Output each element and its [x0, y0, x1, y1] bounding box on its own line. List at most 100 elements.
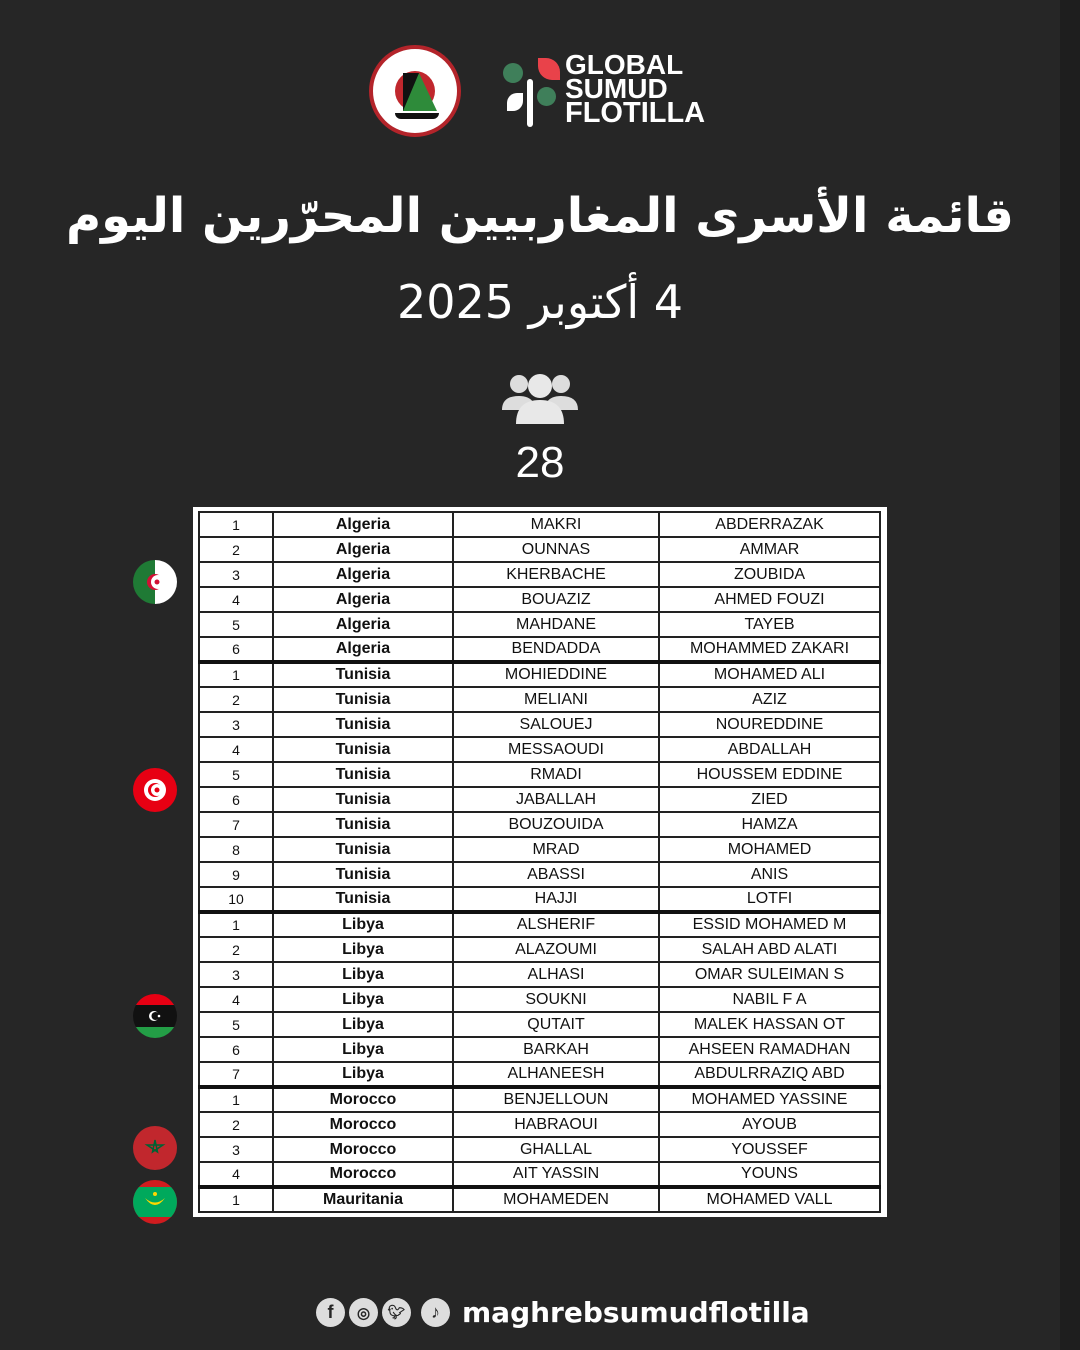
- row-number: 1: [198, 910, 274, 938]
- table-row: 4 Algeria BOUAZIZ AHMED FOUZI: [198, 586, 881, 613]
- last-name-cell: MAKRI: [452, 511, 660, 538]
- table-row: 6 Libya BARKAH AHSEEN RAMADHAN: [198, 1036, 881, 1063]
- last-name-cell: MOHAMEDEN: [452, 1185, 660, 1213]
- row-number: 6: [198, 786, 274, 813]
- first-name-cell: ABDALLAH: [658, 736, 881, 763]
- country-cell: Tunisia: [272, 660, 454, 688]
- logo-text-flotilla: FLOTILLA: [565, 97, 706, 129]
- last-name-cell: RMADI: [452, 761, 660, 788]
- table-row: 3 Libya ALHASI OMAR SULEIMAN S: [198, 961, 881, 988]
- country-cell: Algeria: [272, 586, 454, 613]
- row-number: 1: [198, 1185, 274, 1213]
- country-cell: Mauritania: [272, 1185, 454, 1213]
- last-name-cell: BARKAH: [452, 1036, 660, 1063]
- row-number: 9: [198, 861, 274, 888]
- country-cell: Tunisia: [272, 886, 454, 913]
- first-name-cell: TAYEB: [658, 611, 881, 638]
- first-name-cell: AMMAR: [658, 536, 881, 563]
- row-number: 2: [198, 1111, 274, 1138]
- last-name-cell: OUNNAS: [452, 536, 660, 563]
- table-row: 5 Libya QUTAIT MALEK HASSAN OT: [198, 1011, 881, 1038]
- last-name-cell: GHALLAL: [452, 1136, 660, 1163]
- table-row: 10 Tunisia HAJJI LOTFI: [198, 886, 881, 913]
- last-name-cell: HAJJI: [452, 886, 660, 913]
- table-row: 7 Libya ALHANEESH ABDULRRAZIQ ABD: [198, 1061, 881, 1088]
- first-name-cell: MOHAMED VALL: [658, 1185, 881, 1213]
- row-number: 5: [198, 611, 274, 638]
- row-number: 10: [198, 886, 274, 913]
- row-number: 2: [198, 686, 274, 713]
- country-cell: Tunisia: [272, 711, 454, 738]
- row-number: 6: [198, 1036, 274, 1063]
- row-number: 1: [198, 511, 274, 538]
- last-name-cell: BOUZOUIDA: [452, 811, 660, 838]
- logo-text-sumud: SUMUD: [565, 73, 668, 104]
- last-name-cell: MOHIEDDINE: [452, 660, 660, 688]
- first-name-cell: LOTFI: [658, 886, 881, 913]
- table-row: 2 Tunisia MELIANI AZIZ: [198, 686, 881, 713]
- last-name-cell: ALHANEESH: [452, 1061, 660, 1088]
- last-name-cell: AIT YASSIN: [452, 1161, 660, 1188]
- first-name-cell: OMAR SULEIMAN S: [658, 961, 881, 988]
- logo-text-global: GLOBAL: [565, 49, 684, 80]
- last-name-cell: ALSHERIF: [452, 910, 660, 938]
- global-sumud-flotilla-logo: GLOBAL SUMUD FLOTILLA: [500, 49, 720, 129]
- first-name-cell: ANIS: [658, 861, 881, 888]
- row-number: 5: [198, 1011, 274, 1038]
- last-name-cell: ALAZOUMI: [452, 936, 660, 963]
- first-name-cell: YOUSSEF: [658, 1136, 881, 1163]
- twitter-icon[interactable]: 🐦︎: [382, 1298, 411, 1327]
- first-name-cell: MOHAMED ALI: [658, 660, 881, 688]
- table-row: 1 Libya ALSHERIF ESSID MOHAMED M: [198, 910, 881, 938]
- page-title: قائمة الأسرى المغاربيين المحرّرين اليوم: [66, 188, 1014, 244]
- row-number: 3: [198, 711, 274, 738]
- table-row: 5 Algeria MAHDANE TAYEB: [198, 611, 881, 638]
- country-cell: Algeria: [272, 536, 454, 563]
- first-name-cell: NABIL F A: [658, 986, 881, 1013]
- tunisia-flag-icon: [133, 768, 177, 812]
- country-cell: Tunisia: [272, 861, 454, 888]
- row-number: 3: [198, 961, 274, 988]
- social-handle[interactable]: maghrebsumudflotilla: [462, 1296, 810, 1329]
- row-number: 4: [198, 586, 274, 613]
- last-name-cell: BOUAZIZ: [452, 586, 660, 613]
- country-cell: Algeria: [272, 636, 454, 663]
- table-row: 3 Tunisia SALOUEJ NOUREDDINE: [198, 711, 881, 738]
- last-name-cell: QUTAIT: [452, 1011, 660, 1038]
- first-name-cell: ABDULRRAZIQ ABD: [658, 1061, 881, 1088]
- last-name-cell: SOUKNI: [452, 986, 660, 1013]
- table-row: 3 Algeria KHERBACHE ZOUBIDA: [198, 561, 881, 588]
- country-cell: Libya: [272, 986, 454, 1013]
- table-row: 4 Morocco AIT YASSIN YOUNS: [198, 1161, 881, 1188]
- country-cell: Morocco: [272, 1161, 454, 1188]
- last-name-cell: SALOUEJ: [452, 711, 660, 738]
- maghreb-sumud-logo: [369, 45, 461, 137]
- first-name-cell: SALAH ABD ALATI: [658, 936, 881, 963]
- country-cell: Tunisia: [272, 736, 454, 763]
- last-name-cell: MRAD: [452, 836, 660, 863]
- instagram-icon[interactable]: ◎: [349, 1298, 378, 1327]
- table-row: 1 Tunisia MOHIEDDINE MOHAMED ALI: [198, 660, 881, 688]
- last-name-cell: BENDADDA: [452, 636, 660, 663]
- row-number: 5: [198, 761, 274, 788]
- first-name-cell: ESSID MOHAMED M: [658, 910, 881, 938]
- row-number: 1: [198, 660, 274, 688]
- table-row: 1 Mauritania MOHAMEDEN MOHAMED VALL: [198, 1185, 881, 1213]
- row-number: 4: [198, 1161, 274, 1188]
- country-cell: Libya: [272, 1036, 454, 1063]
- first-name-cell: HAMZA: [658, 811, 881, 838]
- country-cell: Morocco: [272, 1136, 454, 1163]
- table-row: 1 Algeria MAKRI ABDERRAZAK: [198, 511, 881, 538]
- facebook-icon[interactable]: f: [316, 1298, 345, 1327]
- country-cell: Algeria: [272, 511, 454, 538]
- social-footer: f ◎ 🐦︎ ♪ maghrebsumudflotilla: [316, 1296, 810, 1329]
- country-cell: Tunisia: [272, 761, 454, 788]
- first-name-cell: AHMED FOUZI: [658, 586, 881, 613]
- last-name-cell: MAHDANE: [452, 611, 660, 638]
- first-name-cell: MOHAMED: [658, 836, 881, 863]
- table-row: 2 Algeria OUNNAS AMMAR: [198, 536, 881, 563]
- tiktok-icon[interactable]: ♪: [421, 1298, 450, 1327]
- first-name-cell: NOUREDDINE: [658, 711, 881, 738]
- country-cell: Tunisia: [272, 811, 454, 838]
- country-cell: Tunisia: [272, 836, 454, 863]
